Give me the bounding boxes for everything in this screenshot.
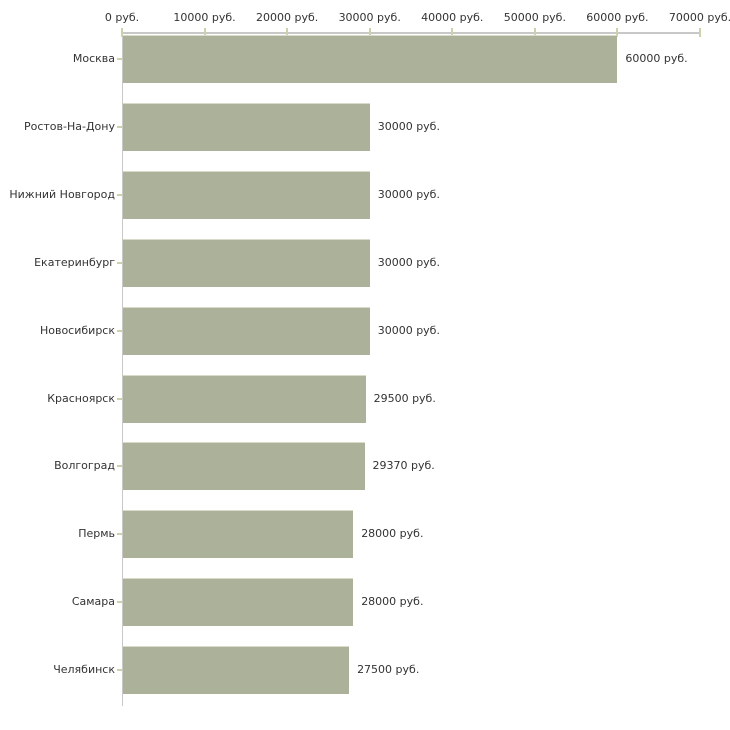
bar [123,306,370,355]
category-tick [117,669,122,672]
category-tick [117,261,122,264]
bar [123,35,617,83]
x-tick-label: 40000 руб. [421,11,484,24]
category-tick [117,193,122,196]
bar [123,510,353,559]
value-label: 28000 руб. [361,595,424,609]
category-tick [117,465,122,468]
bar [123,170,370,219]
x-tick-label: 60000 руб. [586,11,649,24]
category-label: Самара [71,595,115,609]
x-tick [533,28,536,37]
bar [123,578,353,627]
category-label: Пермь [78,527,115,541]
category-label: Нижний Новгород [9,187,115,201]
category-label: Ростов-На-Дону [23,119,115,133]
value-label: 60000 руб. [625,52,688,65]
bar [123,238,370,287]
bar [123,646,349,695]
x-tick-label: 50000 руб. [503,11,566,24]
x-tick-label: 30000 руб. [338,11,401,24]
x-tick-label: 0 руб. [104,11,140,24]
x-tick [699,28,701,37]
category-tick [117,397,122,400]
x-tick [121,28,123,37]
category-label: Челябинск [53,663,115,677]
x-tick [286,28,289,37]
value-label: 29500 руб. [373,391,436,405]
x-tick [203,28,206,37]
y-axis-line [122,32,123,706]
x-tick-label: 10000 руб. [173,11,236,24]
category-tick [117,601,122,604]
bar [123,442,365,491]
category-label: Новосибирск [39,323,115,337]
category-label: Красноярск [47,391,115,405]
value-label: 30000 руб. [377,255,440,269]
x-tick-label: 70000 руб. [668,11,730,24]
value-label: 30000 руб. [377,119,440,133]
category-label: Волгоград [54,459,115,473]
category-tick [117,58,122,60]
category-label: Москва [72,52,115,65]
value-label: 30000 руб. [377,323,440,337]
value-label: 30000 руб. [377,187,440,201]
value-label: 29370 руб. [372,459,435,473]
category-tick [117,329,122,332]
category-tick [117,533,122,536]
category-tick [117,125,122,128]
value-label: 27500 руб. [357,663,420,677]
x-axis-line [122,32,700,34]
x-tick [451,28,454,37]
category-label: Екатеринбург [34,255,115,269]
x-tick [368,28,371,37]
x-tick [616,28,619,37]
bar [123,102,370,151]
value-label: 28000 руб. [361,527,424,541]
bar [123,374,366,423]
x-tick-label: 20000 руб. [256,11,319,24]
